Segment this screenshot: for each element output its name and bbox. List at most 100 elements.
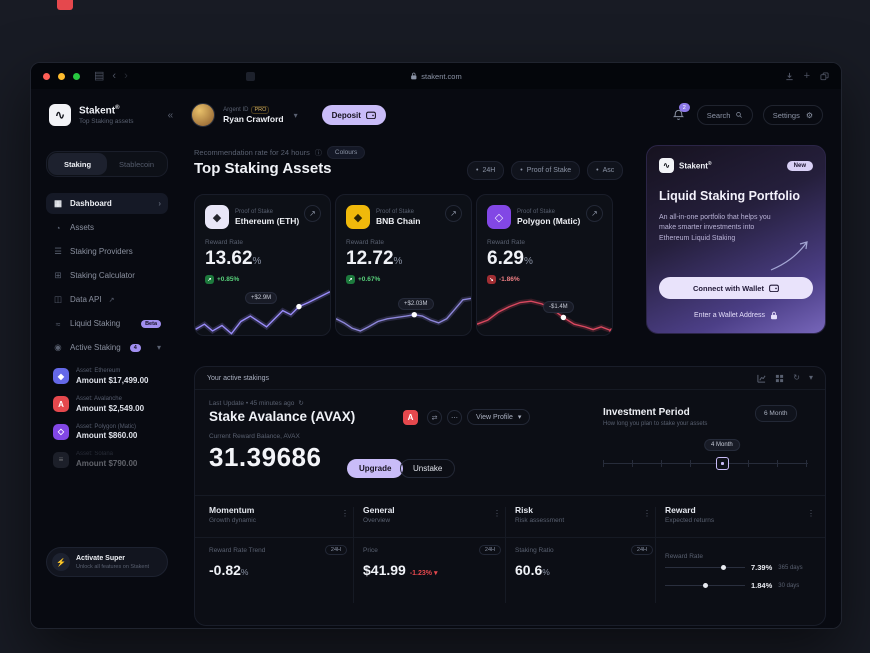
- toggle-stablecoin[interactable]: Stablecoin: [118, 159, 155, 169]
- info-icon[interactable]: ⓘ: [314, 149, 322, 157]
- card-type: Proof of Stake: [517, 208, 556, 215]
- bell-icon: [673, 109, 685, 120]
- filter-sort[interactable]: • Asc: [587, 161, 624, 180]
- sidebar-item-staking-providers[interactable]: ☰ Staking Providers: [46, 241, 168, 262]
- sidebar-toggle-icon[interactable]: ▤: [94, 69, 105, 82]
- reward-value: 1.84%: [751, 581, 773, 590]
- metric-subtitle: Expected returns: [665, 517, 715, 524]
- staked-asset-row[interactable]: A Asset: Avalanche Amount $2,549.00: [46, 392, 168, 417]
- settings-button[interactable]: Settings ⚙: [762, 105, 823, 125]
- view-profile-button[interactable]: View Profile ▾: [467, 409, 531, 425]
- open-asset-button[interactable]: ↗: [445, 205, 462, 222]
- address-bar[interactable]: stakent.com: [410, 72, 462, 81]
- slider-handle[interactable]: [715, 457, 729, 470]
- user-block[interactable]: Argent ID PRO Ryan Crawford: [223, 106, 284, 124]
- sidebar-mode-toggle: Staking Stablecoin: [46, 151, 168, 177]
- metric-menu-icon[interactable]: ⋮: [807, 509, 815, 518]
- reward-slider-track[interactable]: [665, 565, 745, 570]
- minimize-button[interactable]: [58, 72, 65, 80]
- asset-card-bnb[interactable]: ◆ Proof of Stake BNB Chain ↗ Reward Rate…: [335, 194, 472, 336]
- panel-title: Your active stakings: [207, 374, 269, 382]
- unstake-button[interactable]: Unstake: [400, 459, 456, 478]
- investment-period-slider[interactable]: 4 Month: [603, 439, 808, 470]
- staked-asset-row[interactable]: ◇ Asset: Polygon (Matic) Amount $860.00: [46, 420, 168, 445]
- stat-value: $41.99 -1.23% ▾: [363, 562, 501, 578]
- sidebar-item-label: Staking Calculator: [70, 271, 135, 280]
- back-icon[interactable]: ‹: [112, 69, 117, 82]
- change-value: +0.67%: [358, 276, 381, 283]
- tabs-icon[interactable]: [820, 71, 829, 81]
- deposit-button[interactable]: Deposit: [321, 105, 386, 125]
- reward-slider-dot[interactable]: [703, 583, 708, 588]
- search-button[interactable]: Search: [696, 105, 753, 125]
- user-chevron-icon[interactable]: ▾: [293, 110, 298, 120]
- filter-24h[interactable]: • 24H: [467, 161, 505, 180]
- staked-asset-row[interactable]: ◆ Asset: Ethereum Amount $17,499.00: [46, 364, 168, 389]
- refresh-icon[interactable]: ↻: [298, 400, 304, 407]
- bullet-icon: •: [596, 167, 599, 174]
- metric-menu-icon[interactable]: ⋮: [341, 509, 349, 518]
- polygon-icon: ◇: [53, 423, 69, 440]
- metric-menu-icon[interactable]: ⋮: [493, 509, 501, 518]
- user-kicker-text: Argent ID: [223, 107, 249, 113]
- chart-tooltip: +$2.9M: [245, 292, 278, 304]
- swap-icon: ⇄: [431, 414, 438, 422]
- search-icon: [736, 112, 743, 118]
- reward-slider-row[interactable]: 1.84% 30 days: [665, 581, 799, 590]
- asset-card-ethereum[interactable]: ◆ Proof of Stake Ethereum (ETH) ↗ Reward…: [194, 194, 331, 336]
- sidebar-item-assets[interactable]: ◔ Assets: [46, 217, 168, 238]
- grid-view-icon[interactable]: [775, 374, 784, 383]
- stat-period-chip[interactable]: 24H: [324, 545, 347, 555]
- sidebar-collapse-icon[interactable]: «: [167, 109, 174, 121]
- sidebar-item-liquid-staking[interactable]: ≈ Liquid Staking Beta: [46, 313, 168, 334]
- period-chip[interactable]: 6 Month: [755, 405, 797, 422]
- forward-icon[interactable]: ›: [124, 69, 128, 82]
- open-asset-button[interactable]: ↗: [586, 205, 603, 222]
- swap-button[interactable]: ⇄: [427, 410, 442, 425]
- stat-period-chip[interactable]: 24H: [478, 545, 501, 555]
- new-tab-icon[interactable]: +: [803, 69, 810, 82]
- enter-wallet-address-button[interactable]: Enter a Wallet Address: [659, 307, 813, 323]
- polygon-icon: ◇: [487, 205, 511, 229]
- trend-up-icon: ↗: [205, 275, 214, 284]
- stat-price: Price 24H $41.99 -1.23% ▾: [363, 545, 501, 578]
- reward-value: 7.39%: [751, 563, 773, 572]
- chevron-down-icon[interactable]: ▾: [808, 373, 813, 382]
- activate-super-card[interactable]: ⚡ Activate Super Unlock all features on …: [46, 547, 168, 577]
- connect-wallet-button[interactable]: Connect with Wallet: [659, 277, 813, 299]
- avatar[interactable]: [191, 103, 216, 127]
- page-title: Top Staking Assets: [194, 160, 332, 177]
- last-update: Last Update • 45 minutes ago ↻: [209, 399, 304, 408]
- filter-proof-of-stake[interactable]: • Proof of Stake: [511, 161, 581, 180]
- reward-slider-track[interactable]: [665, 583, 745, 588]
- chart-view-icon[interactable]: [757, 374, 766, 383]
- stat-number: $41.99: [363, 562, 406, 578]
- refresh-icon[interactable]: ↻: [793, 373, 800, 382]
- staked-asset-row[interactable]: ≡ Asset: Solana Amount $790.00: [46, 447, 168, 472]
- liquid-staking-promo: ∿ Stakent® New Liquid Staking Portfolio …: [646, 145, 826, 334]
- colours-chip[interactable]: Colours: [326, 146, 366, 159]
- upgrade-button[interactable]: Upgrade: [347, 459, 404, 478]
- metric-menu-icon[interactable]: ⋮: [643, 509, 651, 518]
- extension-icon[interactable]: [245, 71, 255, 81]
- sidebar-item-data-api[interactable]: ◫ Data API ↗: [46, 289, 168, 310]
- reward-slider-row[interactable]: 7.39% 365 days: [665, 563, 803, 572]
- providers-icon: ☰: [54, 246, 62, 256]
- sidebar-item-staking-calculator[interactable]: ⊞ Staking Calculator: [46, 265, 168, 286]
- open-asset-button[interactable]: ↗: [304, 205, 321, 222]
- more-button[interactable]: ⋯: [447, 410, 462, 425]
- sidebar-item-active-staking[interactable]: ◉ Active Staking 4 ▾: [46, 337, 168, 358]
- download-icon[interactable]: [785, 72, 794, 81]
- zoom-button[interactable]: [73, 72, 80, 80]
- notifications-button[interactable]: 2: [671, 103, 690, 123]
- asset-amount: Amount $17,499.00: [76, 375, 149, 385]
- close-button[interactable]: [43, 72, 50, 80]
- sidebar-item-label: Staking Providers: [70, 247, 133, 256]
- stat-period-chip[interactable]: 24H: [630, 545, 653, 555]
- sidebar-item-dashboard[interactable]: ▦ Dashboard ›: [46, 193, 168, 214]
- reward-slider-dot[interactable]: [720, 565, 726, 570]
- stake-title: Stake Avalance (AVAX): [209, 409, 356, 424]
- toggle-staking[interactable]: Staking: [48, 153, 107, 175]
- avax-icon: A: [403, 410, 418, 425]
- asset-card-polygon[interactable]: ◇ Proof of Stake Polygon (Matic) ↗ Rewar…: [476, 194, 613, 336]
